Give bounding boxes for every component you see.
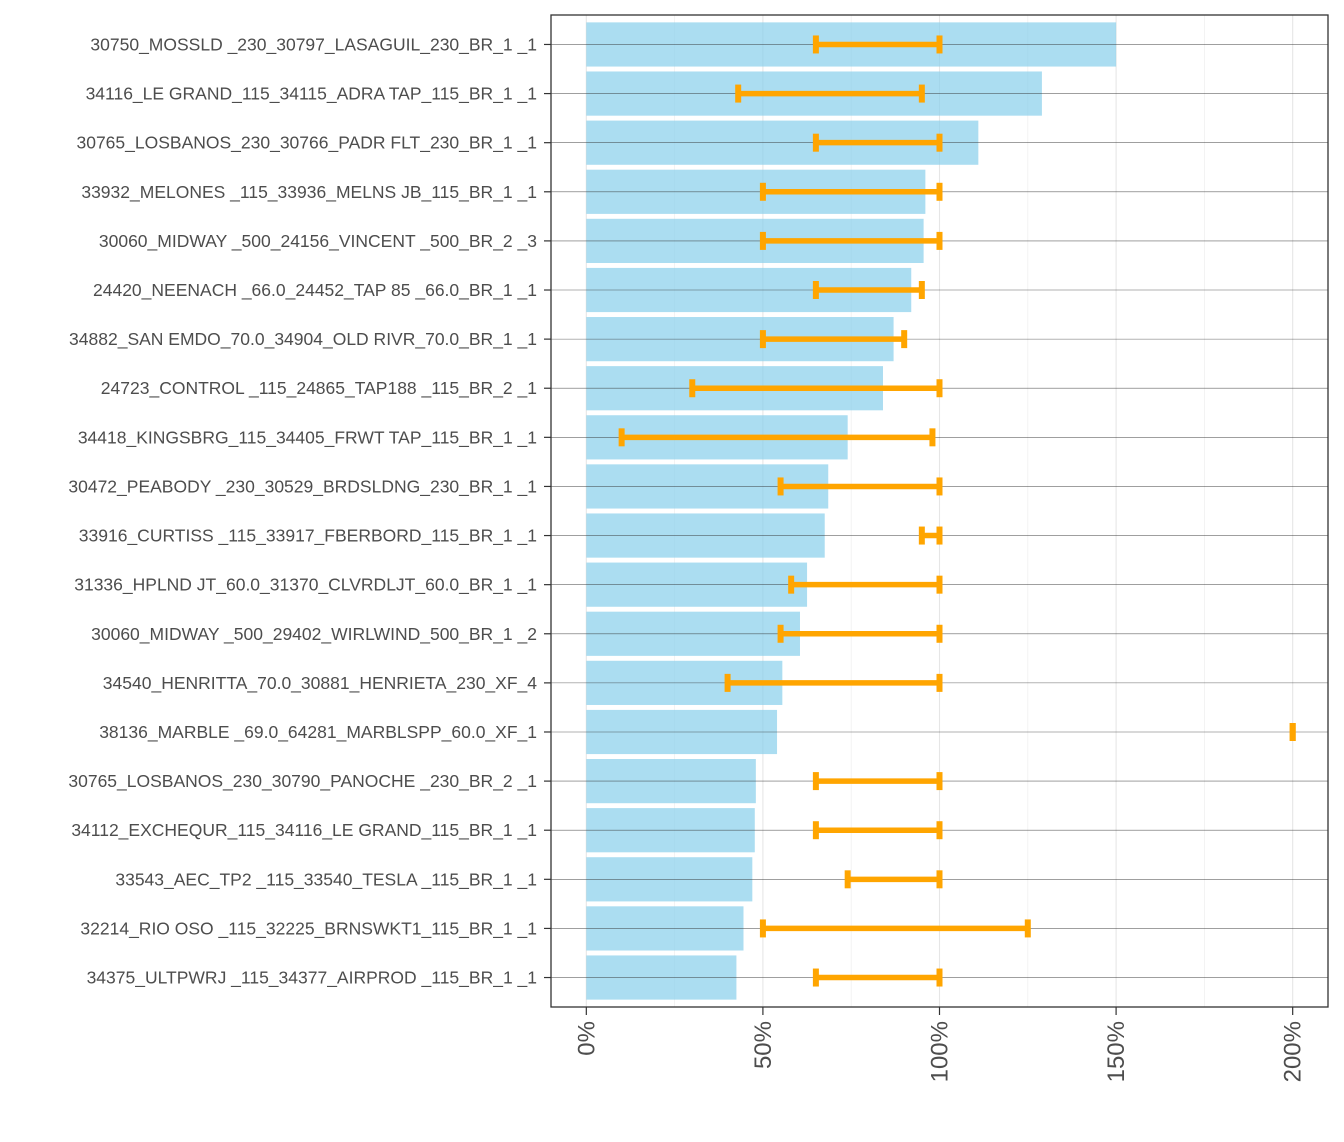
x-tick-label: 100% [927,1021,954,1082]
y-tick-label: 33932_MELONES _115_33936_MELNS JB_115_BR… [81,182,537,203]
x-tick-label: 150% [1103,1021,1130,1082]
y-tick-label: 30060_MIDWAY _500_29402_WIRLWIND_500_BR_… [91,624,537,645]
y-tick-label: 33916_CURTISS _115_33917_FBERBORD_115_BR… [79,526,537,547]
y-tick-label: 33543_AEC_TP2 _115_33540_TESLA _115_BR_1… [115,869,537,890]
range-errorbars [618,35,1296,987]
y-tick-label: 30060_MIDWAY _500_24156_VINCENT _500_BR_… [99,231,537,252]
y-tick-label: 31336_HPLND JT_60.0_31370_CLVRDLJT_60.0_… [74,575,537,596]
x-tick-label: 50% [750,1021,777,1069]
y-tick-label: 30765_LOSBANOS_230_30766_PADR FLT_230_BR… [76,133,537,154]
x-axis: 0% 50% 100% 150% 200% [573,1007,1307,1082]
y-tick-label: 30765_LOSBANOS_230_30790_PANOCHE _230_BR… [68,771,537,792]
y-tick-label: 24420_NEENACH _66.0_24452_TAP 85 _66.0_B… [93,280,537,301]
y-tick-label: 34375_ULTPWRJ _115_34377_AIRPROD _115_BR… [87,968,537,989]
y-tick-label: 32214_RIO OSO _115_32225_BRNSWKT1_115_BR… [80,918,537,939]
y-tick-label: 34882_SAN EMDO_70.0_34904_OLD RIVR_70.0_… [69,329,537,350]
y-tick-label: 34418_KINGSBRG_115_34405_FRWT TAP_115_BR… [78,427,537,448]
y-tick-label: 34116_LE GRAND_115_34115_ADRA TAP_115_BR… [86,84,537,105]
x-tick-label: 200% [1280,1021,1307,1082]
y-tick-label: 38136_MARBLE _69.0_64281_MARBLSPP_60.0_X… [99,722,537,743]
y-tick-label: 30750_MOSSLD _230_30797_LASAGUIL_230_BR_… [90,34,537,55]
y-tick-label: 24723_CONTROL _115_24865_TAP188 _115_BR_… [101,378,537,399]
x-tick-label: 0% [573,1021,600,1056]
y-tick-label: 34540_HENRITTA_70.0_30881_HENRIETA_230_X… [103,673,537,694]
y-tick-label: 30472_PEABODY _230_30529_BRDSLDNG_230_BR… [68,476,537,497]
y-axis: 30750_MOSSLD _230_30797_LASAGUIL_230_BR_… [68,34,551,989]
y-tick-label: 34112_EXCHEQUR_115_34116_LE GRAND_115_BR… [71,820,537,841]
